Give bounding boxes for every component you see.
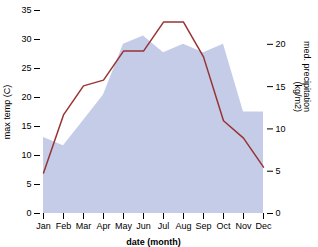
svg-text:max temp (C): max temp (C) bbox=[2, 85, 12, 140]
svg-text:Oct: Oct bbox=[216, 221, 231, 231]
svg-text:Jul: Jul bbox=[158, 221, 170, 231]
svg-text:date (month): date (month) bbox=[126, 237, 181, 247]
svg-text:30: 30 bbox=[21, 34, 31, 44]
svg-text:15: 15 bbox=[276, 82, 286, 92]
svg-text:0: 0 bbox=[26, 208, 31, 218]
svg-text:med. precipitation(kg/m2): med. precipitation(kg/m2) bbox=[293, 41, 312, 112]
svg-text:Apr: Apr bbox=[96, 221, 110, 231]
svg-text:20: 20 bbox=[21, 92, 31, 102]
svg-text:Nov: Nov bbox=[235, 221, 252, 231]
svg-text:Jun: Jun bbox=[136, 221, 151, 231]
svg-text:10: 10 bbox=[21, 150, 31, 160]
svg-text:0: 0 bbox=[276, 208, 281, 218]
svg-text:Dec: Dec bbox=[255, 221, 272, 231]
svg-text:25: 25 bbox=[21, 63, 31, 73]
svg-text:10: 10 bbox=[276, 124, 286, 134]
svg-text:Sep: Sep bbox=[195, 221, 211, 231]
svg-text:May: May bbox=[115, 221, 133, 231]
svg-text:Jan: Jan bbox=[36, 221, 51, 231]
svg-text:Feb: Feb bbox=[56, 221, 72, 231]
svg-text:15: 15 bbox=[21, 121, 31, 131]
svg-text:Aug: Aug bbox=[175, 221, 191, 231]
svg-text:Mar: Mar bbox=[76, 221, 92, 231]
svg-text:35: 35 bbox=[21, 5, 31, 15]
svg-text:5: 5 bbox=[26, 179, 31, 189]
svg-text:5: 5 bbox=[276, 166, 281, 176]
svg-text:20: 20 bbox=[276, 39, 286, 49]
